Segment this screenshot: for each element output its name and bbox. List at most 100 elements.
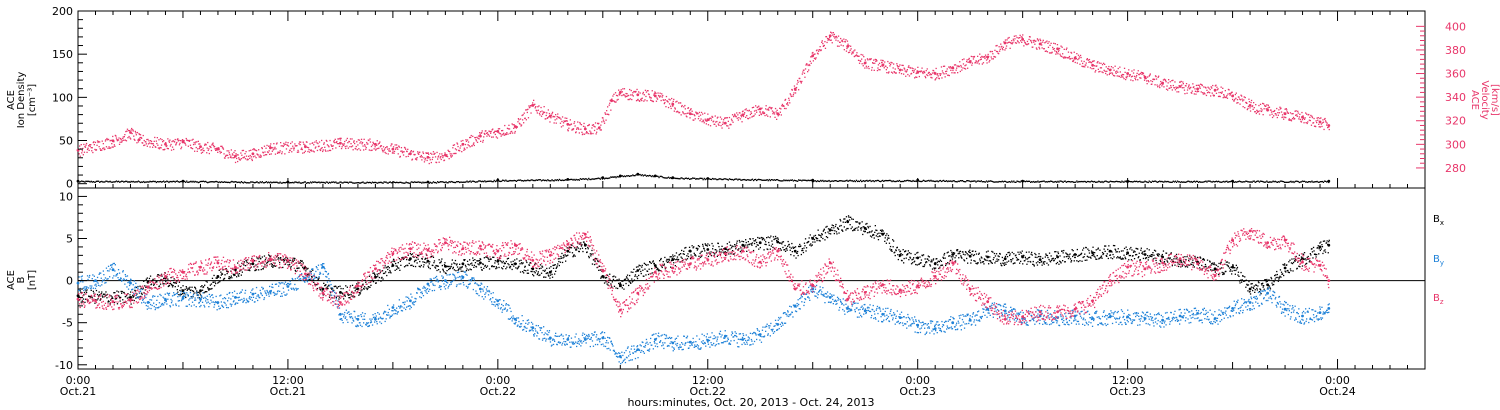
sample-dot	[913, 70, 915, 72]
density-axis-title-3: [cm⁻³]	[27, 84, 38, 116]
sample-dot	[625, 95, 628, 98]
sample-dot	[173, 278, 175, 280]
sample-dot	[661, 265, 663, 267]
sample-dot	[372, 142, 375, 145]
sample-dot	[485, 130, 487, 132]
sample-dot	[964, 65, 966, 67]
sample-dot	[378, 142, 380, 144]
sample-dot	[1157, 181, 1159, 183]
sample-dot	[160, 144, 163, 146]
sample-dot	[170, 277, 172, 279]
sample-dot	[810, 179, 812, 181]
sample-dot	[861, 63, 863, 65]
sample-dot	[124, 301, 126, 304]
sample-dot	[192, 180, 194, 182]
sample-dot	[914, 68, 916, 70]
sample-dot	[125, 130, 127, 133]
sample-dot	[196, 290, 198, 292]
sample-dot	[293, 259, 295, 261]
sample-dot	[1020, 180, 1022, 182]
sample-dot	[1270, 111, 1273, 113]
tick-label: 320	[1445, 115, 1466, 128]
sample-dot	[616, 99, 618, 101]
sample-dot	[645, 264, 648, 266]
sample-dot	[494, 260, 496, 262]
sample-dot	[217, 276, 219, 278]
sample-dot	[162, 149, 164, 151]
sample-dot	[683, 106, 685, 108]
sample-dot	[771, 107, 773, 109]
sample-dot	[104, 140, 107, 142]
sample-dot	[421, 258, 423, 260]
sample-dot	[434, 152, 436, 154]
sample-dot	[809, 64, 811, 67]
sample-dot	[359, 149, 362, 151]
sample-dot	[213, 181, 215, 183]
sample-dot	[1185, 85, 1187, 87]
sample-dot	[503, 179, 505, 182]
sample-dot	[860, 60, 862, 62]
sample-dot	[1060, 45, 1062, 47]
sample-dot	[786, 103, 788, 105]
sample-dot	[969, 180, 971, 182]
sample-dot	[766, 114, 768, 116]
sample-dot	[671, 177, 673, 180]
sample-dot	[198, 297, 200, 299]
sample-dot	[756, 179, 758, 182]
sample-dot	[240, 158, 242, 160]
sample-dot	[591, 178, 593, 180]
sample-dot	[634, 275, 636, 277]
sample-dot	[1023, 180, 1025, 182]
sample-dot	[287, 145, 290, 147]
sample-dot	[312, 269, 314, 271]
sample-dot	[890, 61, 892, 64]
sample-dot	[417, 254, 419, 256]
sample-dot	[143, 180, 145, 183]
sample-dot	[645, 95, 647, 98]
sample-dot	[1162, 79, 1165, 81]
sample-dot	[99, 299, 101, 301]
sample-dot	[672, 254, 674, 256]
sample-dot	[477, 180, 480, 182]
sample-dot	[1204, 180, 1206, 183]
sample-dot	[1125, 181, 1127, 183]
sample-dot	[233, 273, 236, 276]
sample-dot	[383, 181, 385, 183]
sample-dot	[1088, 61, 1090, 63]
sample-dot	[888, 71, 890, 73]
sample-dot	[1093, 67, 1095, 70]
sample-dot	[626, 93, 628, 95]
sample-dot	[969, 62, 971, 64]
sample-dot	[229, 278, 231, 280]
sample-dot	[429, 261, 431, 263]
sample-dot	[1016, 40, 1019, 42]
sample-dot	[619, 92, 621, 95]
sample-dot	[222, 269, 224, 271]
sample-dot	[632, 174, 634, 176]
sample-dot	[469, 146, 471, 148]
sample-dot	[155, 181, 157, 184]
sample-dot	[1291, 113, 1293, 115]
sample-dot	[1068, 181, 1071, 183]
sample-dot	[279, 258, 281, 260]
sample-dot	[132, 129, 134, 131]
sample-dot	[311, 276, 313, 278]
sample-dot	[1013, 35, 1015, 37]
sample-dot	[715, 125, 717, 127]
sample-dot	[710, 178, 713, 181]
sample-dot	[349, 181, 352, 183]
sample-dot	[587, 132, 589, 135]
sample-dot	[136, 181, 139, 183]
sample-dot	[1114, 75, 1116, 77]
sample-dot	[198, 181, 200, 183]
sample-dot	[625, 92, 627, 95]
sample-dot	[1214, 181, 1216, 183]
sample-dot	[188, 181, 190, 183]
sample-dot	[1247, 181, 1249, 183]
sample-dot	[687, 255, 690, 258]
sample-dot	[943, 73, 945, 75]
sample-dot	[310, 149, 312, 151]
sample-dot	[362, 145, 364, 147]
sample-dot	[178, 144, 181, 146]
sample-dot	[1311, 115, 1313, 117]
